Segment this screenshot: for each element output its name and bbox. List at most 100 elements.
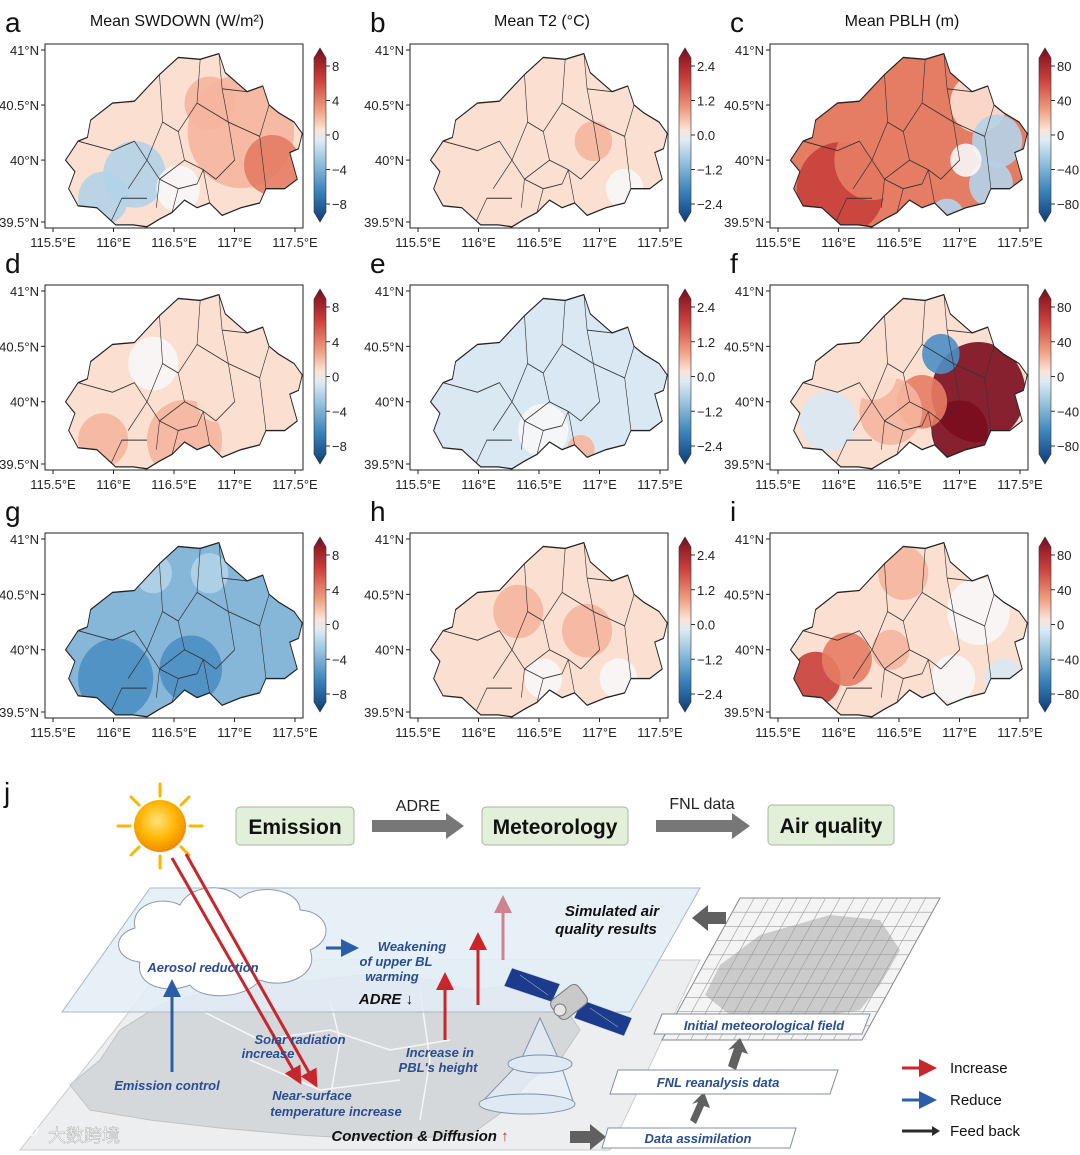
panel-letter-a: a [5, 7, 21, 38]
fnl-box [609, 1069, 839, 1095]
lat-tick-label: 40.5°N [0, 98, 39, 113]
feedback-arrow-init [728, 1038, 748, 1070]
lon-tick-label: 117.5°E [637, 725, 683, 740]
colorbar [678, 288, 692, 465]
colorbar-tick-label: 4 [332, 94, 339, 109]
lon-tick-label: 116.5°E [876, 477, 922, 492]
feedback-arrow-fnl [690, 1092, 710, 1124]
lat-tick-label: 41°N [735, 43, 764, 58]
lon-tick-label: 116°E [96, 725, 131, 740]
panel-title-c: Mean PBLH (m) [845, 13, 960, 30]
lon-tick-label: 116.5°E [151, 725, 197, 740]
colorbar-tick-label: −80 [1057, 439, 1079, 454]
colorbar-tick-label: −1.2 [697, 652, 723, 667]
schematic-panel-j: j Emission ADRE Meteorology FNL data A [3, 777, 1021, 1151]
panel-letter-h: h [370, 496, 386, 527]
colorbar-tick-label: −8 [332, 197, 347, 212]
lat-tick-label: 39.5°N [724, 215, 764, 230]
panel-letter-g: g [5, 496, 21, 527]
emission-box-label: Emission [248, 816, 341, 839]
air-quality-box [767, 804, 895, 846]
lon-tick-label: 116°E [96, 235, 131, 250]
lon-tick-label: 116°E [821, 235, 856, 250]
lon-tick-label: 116.5°E [876, 725, 922, 740]
lon-tick-label: 117°E [582, 235, 617, 250]
watermark-text: 大数跨境 [48, 1126, 120, 1146]
emission-box [235, 806, 355, 846]
lon-tick-label: 117.5°E [997, 477, 1043, 492]
colorbar-tick-label: 1.2 [697, 583, 715, 598]
colorbar-tick-label: 1.2 [697, 335, 715, 350]
lon-tick-label: 115.5°E [30, 725, 76, 740]
legend: Increase Reduce Feed back [902, 1059, 1021, 1140]
colorbar [313, 288, 327, 465]
colorbar-tick-label: −8 [332, 439, 347, 454]
colorbar-tick-label: −4 [332, 404, 347, 419]
beijing-outline [789, 541, 1028, 718]
lat-tick-label: 39.5°N [364, 457, 404, 472]
lon-tick-label: 116.5°E [516, 235, 562, 250]
panel-letter-j: j [3, 777, 10, 808]
lon-tick-label: 117.5°E [272, 477, 318, 492]
colorbar-tick-label: 4 [332, 335, 339, 350]
lon-tick-label: 117°E [582, 725, 617, 740]
lon-tick-label: 116°E [461, 235, 496, 250]
map-panel-d: d 41°N 40.5°N 40°N 39.5°N 115.5°E 116°E 116.5°E… [0, 248, 347, 492]
weakening-label-1: Weakening [378, 939, 446, 954]
grid-plane [661, 897, 941, 1041]
panel-letter-i: i [730, 496, 736, 527]
colorbar-tick-label: 8 [332, 300, 339, 315]
colorbar-tick-label: 0 [1057, 128, 1064, 143]
lat-tick-label: 41°N [10, 284, 39, 299]
solar-ray-arrow [170, 857, 302, 1085]
cloud-shape [118, 887, 327, 997]
solar-label-2: increase [242, 1046, 295, 1061]
panel-letter-f: f [730, 248, 738, 279]
lon-tick-label: 116°E [461, 477, 496, 492]
colorbar-tick-label: −80 [1057, 197, 1079, 212]
colorbar-tick-label: −4 [332, 652, 347, 667]
map-panel-e: e 41°N 40.5°N 40°N 39.5°N 115.5°E 116°E 116.5°E… [364, 248, 723, 492]
fnl-arrow [656, 813, 750, 839]
colorbar-tick-label: −1.2 [697, 404, 723, 419]
fnl-label: FNL reanalysis data [657, 1075, 780, 1090]
lon-tick-label: 117.5°E [272, 725, 318, 740]
adre-arrow [372, 813, 464, 839]
panel-letter-c: c [730, 7, 744, 38]
meteorology-box-label: Meteorology [493, 816, 618, 839]
panel-title-a: Mean SWDOWN (W/m²) [90, 13, 264, 30]
beijing-outline [64, 293, 303, 470]
lat-tick-label: 40°N [735, 395, 764, 410]
lon-tick-label: 116.5°E [876, 235, 922, 250]
lon-tick-label: 117.5°E [637, 477, 683, 492]
panel-letter-d: d [5, 248, 21, 279]
lon-tick-label: 117°E [942, 477, 977, 492]
colorbar-tick-label: 8 [332, 548, 339, 563]
colorbar-tick-label: −1.2 [697, 163, 723, 178]
adre-label: ADRE ↓ [358, 991, 413, 1008]
colorbar-tick-label: −2.4 [697, 439, 723, 454]
lat-tick-label: 41°N [735, 532, 764, 547]
colorbar-tick-label: 0 [332, 370, 339, 385]
colorbar-tick-label: 0.0 [697, 370, 715, 385]
beijing-outline [64, 541, 303, 718]
pbl-label-2: PBL's height [399, 1060, 479, 1075]
colorbar-tick-label: 1.2 [697, 94, 715, 109]
map-panel-f: f 41°N 40.5°N 40°N 39.5°N 115.5°E 116°E 116.5°E… [724, 248, 1079, 492]
simulated-label-1: Simulated air [565, 903, 660, 920]
lon-tick-label: 117°E [942, 235, 977, 250]
colorbar-tick-label: 0.0 [697, 128, 715, 143]
lat-tick-label: 39.5°N [724, 457, 764, 472]
aerosol-label: Aerosol reduction [146, 960, 258, 975]
simulated-label-2: quality results [555, 921, 657, 938]
lon-tick-label: 116.5°E [516, 477, 562, 492]
lat-tick-label: 39.5°N [0, 705, 39, 720]
lon-tick-label: 116°E [821, 477, 856, 492]
colorbar-tick-label: 80 [1057, 59, 1071, 74]
convection-text: Convection & Diffusion [331, 1128, 497, 1145]
lon-tick-label: 117.5°E [997, 235, 1043, 250]
lon-tick-label: 116°E [96, 477, 131, 492]
convection-label: Convection & Diffusion ↑ [331, 1128, 508, 1145]
colorbar-tick-label: 40 [1057, 94, 1071, 109]
lat-tick-label: 41°N [375, 284, 404, 299]
